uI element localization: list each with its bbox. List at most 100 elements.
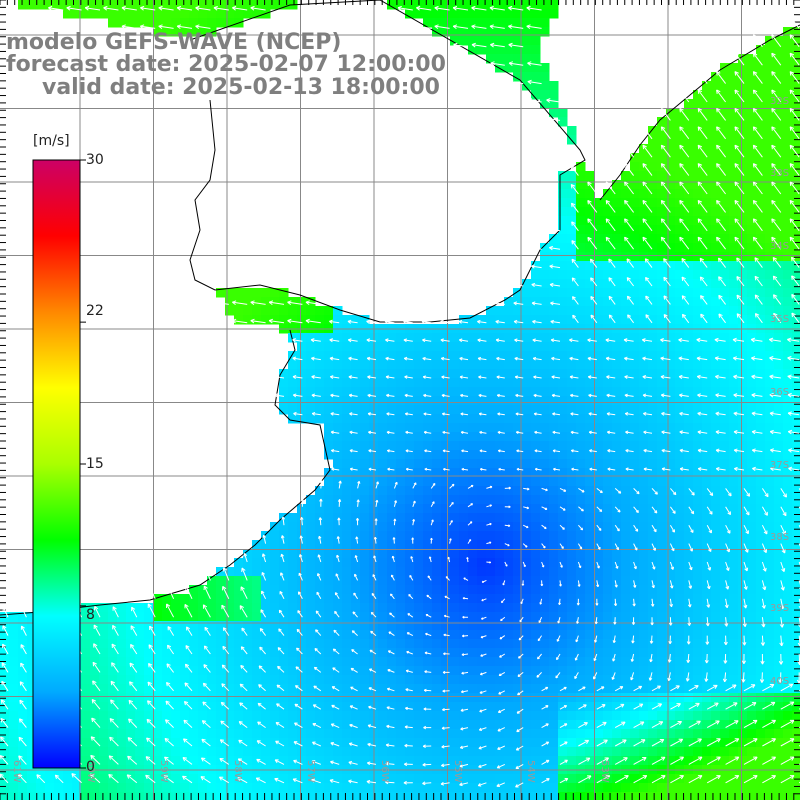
wind-cell <box>126 675 136 685</box>
wind-cell <box>414 387 424 397</box>
wind-cell <box>279 549 289 559</box>
wind-cell <box>594 306 604 316</box>
wind-cell <box>414 747 424 757</box>
wind-cell <box>396 594 406 604</box>
wind-cell <box>675 189 685 199</box>
wind-cell <box>387 495 397 505</box>
wind-cell <box>171 621 181 631</box>
wind-cell <box>234 585 244 595</box>
wind-cell <box>468 0 478 10</box>
wind-cell <box>243 648 253 658</box>
wind-cell <box>504 297 514 307</box>
wind-cell <box>585 225 595 235</box>
wind-cell <box>225 711 235 721</box>
wind-cell <box>297 774 307 784</box>
wind-cell <box>171 630 181 640</box>
wind-cell <box>153 27 163 37</box>
wind-cell <box>603 207 613 217</box>
wind-cell <box>423 657 433 667</box>
wind-cell <box>225 297 235 307</box>
wind-cell <box>441 522 451 532</box>
wind-cell <box>144 729 154 739</box>
wind-cell <box>360 378 370 388</box>
wind-cell <box>774 216 784 226</box>
wind-cell <box>594 522 604 532</box>
wind-cell <box>675 252 685 262</box>
wind-cell <box>576 459 586 469</box>
wind-cell <box>657 117 667 127</box>
wind-cell <box>639 333 649 343</box>
wind-cell <box>684 585 694 595</box>
wind-cell <box>711 135 721 145</box>
wind-cell <box>252 657 262 667</box>
wind-cell <box>288 522 298 532</box>
wind-cell <box>441 729 451 739</box>
wind-cell <box>711 783 721 793</box>
wind-cell <box>603 648 613 658</box>
wind-cell <box>423 405 433 415</box>
wind-cell <box>468 729 478 739</box>
wind-cell <box>792 234 800 244</box>
wind-cell <box>675 495 685 505</box>
wind-cell <box>630 243 640 253</box>
wind-cell <box>162 9 172 19</box>
wind-cell <box>360 783 370 793</box>
wind-cell <box>504 405 514 415</box>
wind-cell <box>747 396 757 406</box>
wind-cell <box>315 333 325 343</box>
wind-cell <box>747 756 757 766</box>
wind-cell <box>342 360 352 370</box>
wind-cell <box>279 747 289 757</box>
wind-cell <box>135 684 145 694</box>
wind-cell <box>468 666 478 676</box>
wind-cell <box>657 270 667 280</box>
wind-cell <box>342 567 352 577</box>
wind-cell <box>693 198 703 208</box>
wind-cell <box>603 387 613 397</box>
wind-cell <box>774 639 784 649</box>
wind-cell <box>648 135 658 145</box>
wind-cell <box>117 738 127 748</box>
wind-cell <box>657 621 667 631</box>
wind-cell <box>567 522 577 532</box>
wind-cell <box>513 423 523 433</box>
wind-cell <box>567 477 577 487</box>
wind-cell <box>621 549 631 559</box>
wind-cell <box>549 720 559 730</box>
wind-cell <box>603 639 613 649</box>
wind-cell <box>414 396 424 406</box>
wind-cell <box>135 18 145 28</box>
wind-cell <box>522 306 532 316</box>
wind-cell <box>747 441 757 451</box>
wind-cell <box>666 711 676 721</box>
wind-cell <box>774 693 784 703</box>
wind-cell <box>450 711 460 721</box>
wind-cell <box>144 657 154 667</box>
wind-cell <box>117 603 127 613</box>
wind-cell <box>135 666 145 676</box>
wind-cell <box>621 657 631 667</box>
wind-cell <box>405 522 415 532</box>
wind-cell <box>657 396 667 406</box>
wind-cell <box>576 540 586 550</box>
wind-cell <box>621 576 631 586</box>
wind-cell <box>486 729 496 739</box>
wind-cell <box>432 540 442 550</box>
wind-cell <box>279 0 289 10</box>
wind-cell <box>90 9 100 19</box>
wind-cell <box>450 495 460 505</box>
wind-cell <box>495 414 505 424</box>
wind-cell <box>576 351 586 361</box>
wind-cell <box>432 774 442 784</box>
wind-cell <box>729 189 739 199</box>
wind-cell <box>495 549 505 559</box>
wind-cell <box>531 495 541 505</box>
wind-cell <box>639 171 649 181</box>
wind-cell <box>675 756 685 766</box>
wind-cell <box>693 333 703 343</box>
wind-cell <box>567 630 577 640</box>
wind-cell <box>684 369 694 379</box>
wind-cell <box>585 288 595 298</box>
wind-cell <box>774 531 784 541</box>
wind-cell <box>288 594 298 604</box>
